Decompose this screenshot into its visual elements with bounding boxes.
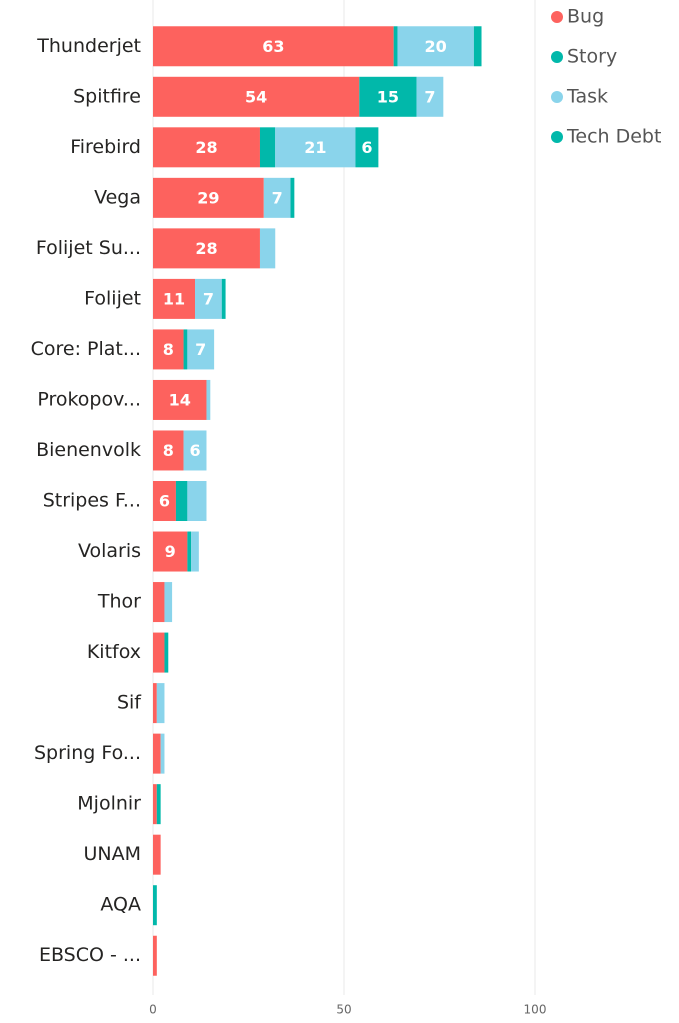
bar-segment — [153, 127, 260, 168]
y-tick-label: Prokopov... — [37, 388, 141, 410]
bar-segment — [393, 26, 398, 67]
y-tick-label: Folijet — [84, 287, 141, 309]
y-tick-label: Thunderjet — [36, 35, 141, 57]
bar-segment — [153, 582, 165, 623]
bar-segment — [153, 430, 184, 471]
bar-segment — [183, 430, 207, 471]
bar-segment — [259, 127, 276, 168]
bar-segment — [187, 531, 192, 572]
bar-segment — [175, 481, 188, 521]
y-tick-label: Sif — [117, 692, 142, 714]
y-tick-label: AQA — [100, 894, 141, 916]
data-label: 21 — [304, 138, 326, 157]
bar-segment — [153, 683, 157, 724]
bar-segment — [153, 632, 165, 673]
data-label: 7 — [272, 188, 283, 207]
bar-segment — [416, 76, 444, 117]
bar-segment — [355, 127, 379, 168]
bar-segment — [183, 329, 188, 370]
bar-segment — [153, 834, 161, 875]
y-tick-label: Spitfire — [73, 85, 141, 107]
data-label: 28 — [195, 138, 217, 157]
bar-segment — [206, 379, 211, 420]
data-label: 8 — [163, 441, 174, 460]
data-label: 9 — [165, 542, 176, 561]
bar-segment — [153, 379, 207, 420]
legend-label: Tech Debt — [566, 126, 661, 148]
bar-segment — [153, 228, 260, 269]
bar-segment — [153, 531, 188, 572]
bar-segment — [153, 177, 264, 218]
legend-marker — [551, 131, 563, 143]
legend-marker — [551, 11, 563, 23]
y-tick-label: Kitfox — [87, 641, 141, 663]
data-label: 6 — [189, 441, 200, 460]
data-label: 8 — [163, 340, 174, 359]
y-tick-label: Core: Plat... — [31, 338, 141, 360]
bar-segment — [156, 683, 165, 724]
y-tick-label: EBSCO - ... — [39, 944, 141, 966]
bar-segment — [221, 278, 226, 319]
bar-segment — [153, 885, 157, 926]
x-tick-label: 100 — [524, 1003, 547, 1017]
x-tick-label: 50 — [336, 1003, 351, 1017]
y-tick-label: UNAM — [83, 843, 141, 865]
bar-segment — [153, 26, 394, 67]
bar-segment — [153, 329, 184, 370]
bar-segment — [164, 582, 173, 623]
y-tick-label: Firebird — [70, 136, 141, 158]
bar-segment — [397, 26, 474, 67]
legend-marker — [551, 51, 563, 63]
data-label: 54 — [245, 87, 267, 106]
bar-segment — [195, 278, 222, 319]
bar-segment — [153, 278, 196, 319]
bar-segment — [187, 329, 215, 370]
bar-segment — [359, 76, 417, 117]
data-label: 29 — [197, 188, 219, 207]
bar-segment — [259, 228, 276, 269]
data-label: 28 — [195, 239, 217, 258]
legend-marker — [551, 91, 563, 103]
bar-segment — [153, 733, 161, 774]
y-tick-label: Bienenvolk — [36, 439, 141, 461]
data-label: 7 — [203, 289, 214, 308]
data-label: 7 — [424, 87, 435, 106]
data-label: 6 — [361, 138, 372, 157]
y-tick-label: Spring Fo... — [34, 742, 141, 764]
legend-label: Story — [567, 46, 617, 68]
y-tick-label: Stripes F... — [43, 490, 141, 512]
bar-segment — [156, 784, 161, 825]
bar-segment — [160, 733, 165, 774]
bar-segment — [473, 26, 482, 67]
data-label: 63 — [262, 37, 284, 56]
data-label: 15 — [377, 87, 399, 106]
bar-segment — [187, 481, 207, 521]
bar-segment — [164, 632, 169, 673]
legend-label: Bug — [567, 6, 604, 28]
y-tick-label: Folijet Su... — [36, 237, 141, 259]
bar-segment — [290, 177, 295, 218]
y-tick-label: Volaris — [78, 540, 141, 562]
bar-segment — [263, 177, 291, 218]
data-label: 14 — [169, 390, 191, 409]
data-label: 6 — [159, 492, 170, 511]
bar-segment — [153, 76, 360, 117]
x-tick-label: 0 — [149, 1003, 157, 1017]
bar-segment — [191, 531, 199, 572]
data-label: 20 — [425, 37, 447, 56]
data-label: 11 — [163, 289, 185, 308]
bar-segment — [153, 935, 157, 976]
y-tick-label: Mjolnir — [77, 793, 141, 815]
legend-label: Task — [566, 86, 608, 108]
y-tick-label: Vega — [94, 186, 141, 208]
bar-segment — [153, 481, 176, 521]
bar-segment — [153, 784, 157, 825]
bar-segment — [275, 127, 356, 168]
data-label: 7 — [195, 340, 206, 359]
y-tick-label: Thor — [97, 591, 141, 613]
